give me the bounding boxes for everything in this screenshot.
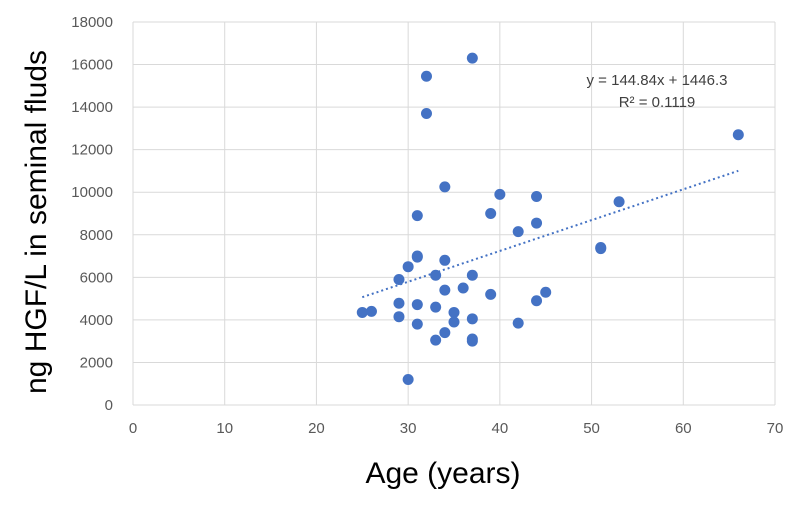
y-tick-label: 0 [105, 397, 113, 414]
data-point [457, 282, 469, 294]
axes [132, 22, 775, 406]
y-axis-title: ng HGF/L in seminal fluds [20, 50, 53, 394]
data-point [613, 196, 625, 208]
data-point [420, 107, 432, 119]
data-point [485, 288, 497, 300]
data-point [393, 297, 405, 309]
data-point [512, 226, 524, 238]
x-tick-label: 60 [675, 420, 692, 437]
y-tick-label: 14000 [71, 99, 113, 116]
data-point [439, 181, 451, 193]
data-point [466, 313, 478, 325]
data-point [512, 317, 524, 329]
y-tick-label: 2000 [80, 354, 113, 371]
data-point [531, 295, 543, 307]
data-point [430, 334, 442, 346]
data-point [531, 217, 543, 229]
y-tick-label: 12000 [71, 142, 113, 159]
x-tick-label: 30 [400, 420, 417, 437]
data-point [540, 286, 552, 298]
y-tick-label: 6000 [80, 269, 113, 286]
data-point [411, 210, 423, 222]
tick-labels: 0 2000 4000 6000 8000 10000 12000 14000 16000 180… [71, 14, 783, 437]
y-tick-label: 4000 [80, 312, 113, 329]
data-point [365, 305, 377, 317]
data-point [411, 299, 423, 311]
trendline-layer [361, 169, 739, 299]
data-point [466, 52, 478, 64]
data-point [402, 261, 414, 273]
data-point [356, 306, 368, 318]
data-point [420, 70, 432, 82]
y-tick-label: 16000 [71, 57, 113, 74]
trendline-r-squared: R² = 0.1119 [619, 94, 696, 111]
x-tick-label: 0 [129, 420, 137, 437]
x-tick-label: 50 [583, 420, 600, 437]
y-tick-label: 8000 [80, 227, 113, 244]
data-point [439, 327, 451, 339]
x-tick-label: 70 [767, 420, 784, 437]
data-point [485, 208, 497, 219]
data-point [595, 243, 607, 255]
x-tick-label: 20 [308, 420, 325, 437]
data-point [466, 269, 478, 281]
data-point [448, 306, 460, 318]
data-point [466, 335, 478, 347]
gridlines [133, 21, 776, 405]
data-point [430, 301, 442, 313]
data-point [411, 251, 423, 263]
data-point [393, 311, 405, 323]
data-point [430, 269, 442, 281]
x-tick-label: 10 [216, 420, 233, 437]
data-point [439, 284, 451, 296]
data-point [393, 273, 405, 285]
data-point [411, 318, 423, 330]
data-point [531, 190, 543, 202]
x-tick-label: 40 [492, 420, 509, 437]
x-axis-title: Age (years) [365, 457, 520, 490]
data-point [402, 373, 414, 385]
trendline-equation: y = 144.84x + 1446.3 [587, 72, 728, 89]
trendline [361, 169, 739, 299]
data-point [448, 316, 460, 328]
data-point [732, 129, 744, 141]
data-points [356, 52, 744, 385]
y-tick-label: 10000 [71, 184, 113, 201]
data-point [494, 188, 506, 200]
y-tick-label: 18000 [71, 14, 113, 31]
data-point [439, 254, 451, 266]
